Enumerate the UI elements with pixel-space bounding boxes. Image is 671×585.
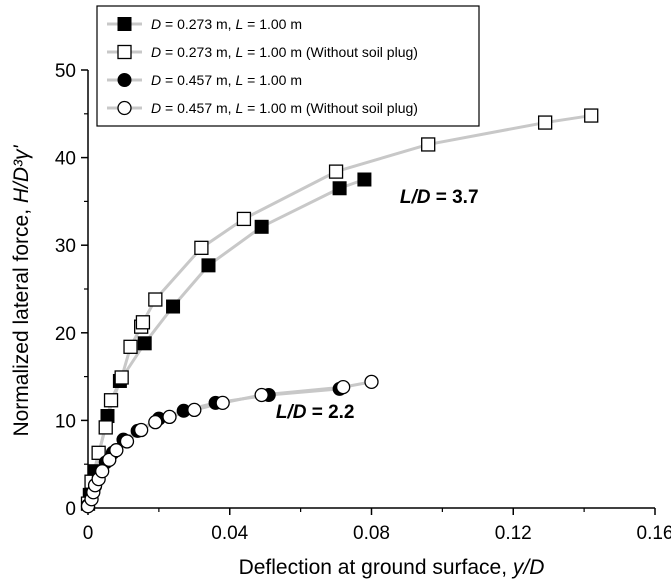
- annotation-label: L/D = 3.7: [400, 187, 479, 208]
- data-point: [119, 434, 135, 449]
- data-point: [114, 370, 129, 385]
- data-point: [91, 445, 106, 460]
- data-point: [98, 420, 113, 435]
- legend-box: [96, 5, 480, 127]
- y-tick-label: 0: [65, 499, 76, 520]
- y-tick-label: 30: [55, 236, 76, 257]
- legend: D = 0.273 m, L = 1.00 m D = 0.273 m, L = …: [96, 5, 480, 127]
- data-point: [123, 339, 138, 354]
- data-point: [215, 395, 230, 411]
- legend-entry-label: D = 0.273 m, L = 1.00 m: [151, 16, 302, 32]
- x-tick-label: 0.12: [495, 523, 532, 544]
- y-tick-label: 40: [55, 149, 76, 170]
- data-point: [109, 443, 124, 458]
- data-point: [537, 115, 553, 130]
- data-point: [134, 422, 149, 438]
- data-point: [162, 409, 177, 425]
- legend-marker: [117, 17, 132, 31]
- data-point: [166, 299, 181, 314]
- data-point: [328, 164, 344, 179]
- series-group: [80, 108, 599, 514]
- data-point: [364, 374, 379, 390]
- series-2-points: [80, 108, 599, 511]
- data-point: [201, 258, 216, 273]
- series-4-points: [80, 374, 379, 514]
- data-point: [254, 219, 269, 234]
- data-point: [194, 240, 209, 255]
- data-point: [335, 379, 351, 395]
- data-point: [236, 211, 252, 227]
- legend-marker: [117, 100, 132, 116]
- y-tick-label: 50: [55, 61, 76, 82]
- x-tick-label: 0.04: [211, 523, 248, 544]
- legend-marker: [117, 73, 132, 87]
- legend-entry-label: D = 0.457 m, L = 1.00 m (Without soil pl…: [151, 100, 418, 116]
- series-1-points: [82, 172, 372, 502]
- data-point: [137, 336, 152, 351]
- x-tick-label: 0: [83, 523, 94, 544]
- data-point: [148, 415, 163, 430]
- annotation-label: L/D = 2.2: [276, 402, 355, 423]
- x-axis-title: Deflection at ground surface, y/D: [239, 556, 545, 579]
- data-point: [421, 137, 436, 152]
- annotations: L/D = 3.7 L/D = 2.2: [276, 187, 479, 423]
- data-point: [103, 393, 119, 408]
- y-axis-title: Normalized lateral force, H/D³γ': [10, 144, 33, 436]
- data-point: [254, 387, 269, 403]
- series-line-1: [88, 178, 365, 496]
- x-tick-label: 0.16: [637, 523, 671, 544]
- data-point: [584, 108, 599, 123]
- legend-entry-label: D = 0.457 m, L = 1.00 m: [151, 72, 302, 88]
- x-tick-label: 0.08: [353, 523, 390, 544]
- y-tick-label: 10: [55, 411, 76, 432]
- data-point: [135, 315, 151, 330]
- data-point: [332, 181, 347, 196]
- data-point: [357, 172, 372, 187]
- data-point: [102, 452, 117, 467]
- data-point: [148, 292, 163, 307]
- y-tick-label: 20: [55, 324, 76, 345]
- data-point: [187, 402, 202, 418]
- axes: 0 0.04 0.08 0.12 0.16 0 10 20 30 40 50 Deflection a…: [10, 61, 671, 579]
- legend-entry-label: D = 0.273 m, L = 1.00 m (Without soil pl…: [151, 44, 418, 60]
- legend-marker: [117, 44, 132, 60]
- data-point: [95, 464, 110, 479]
